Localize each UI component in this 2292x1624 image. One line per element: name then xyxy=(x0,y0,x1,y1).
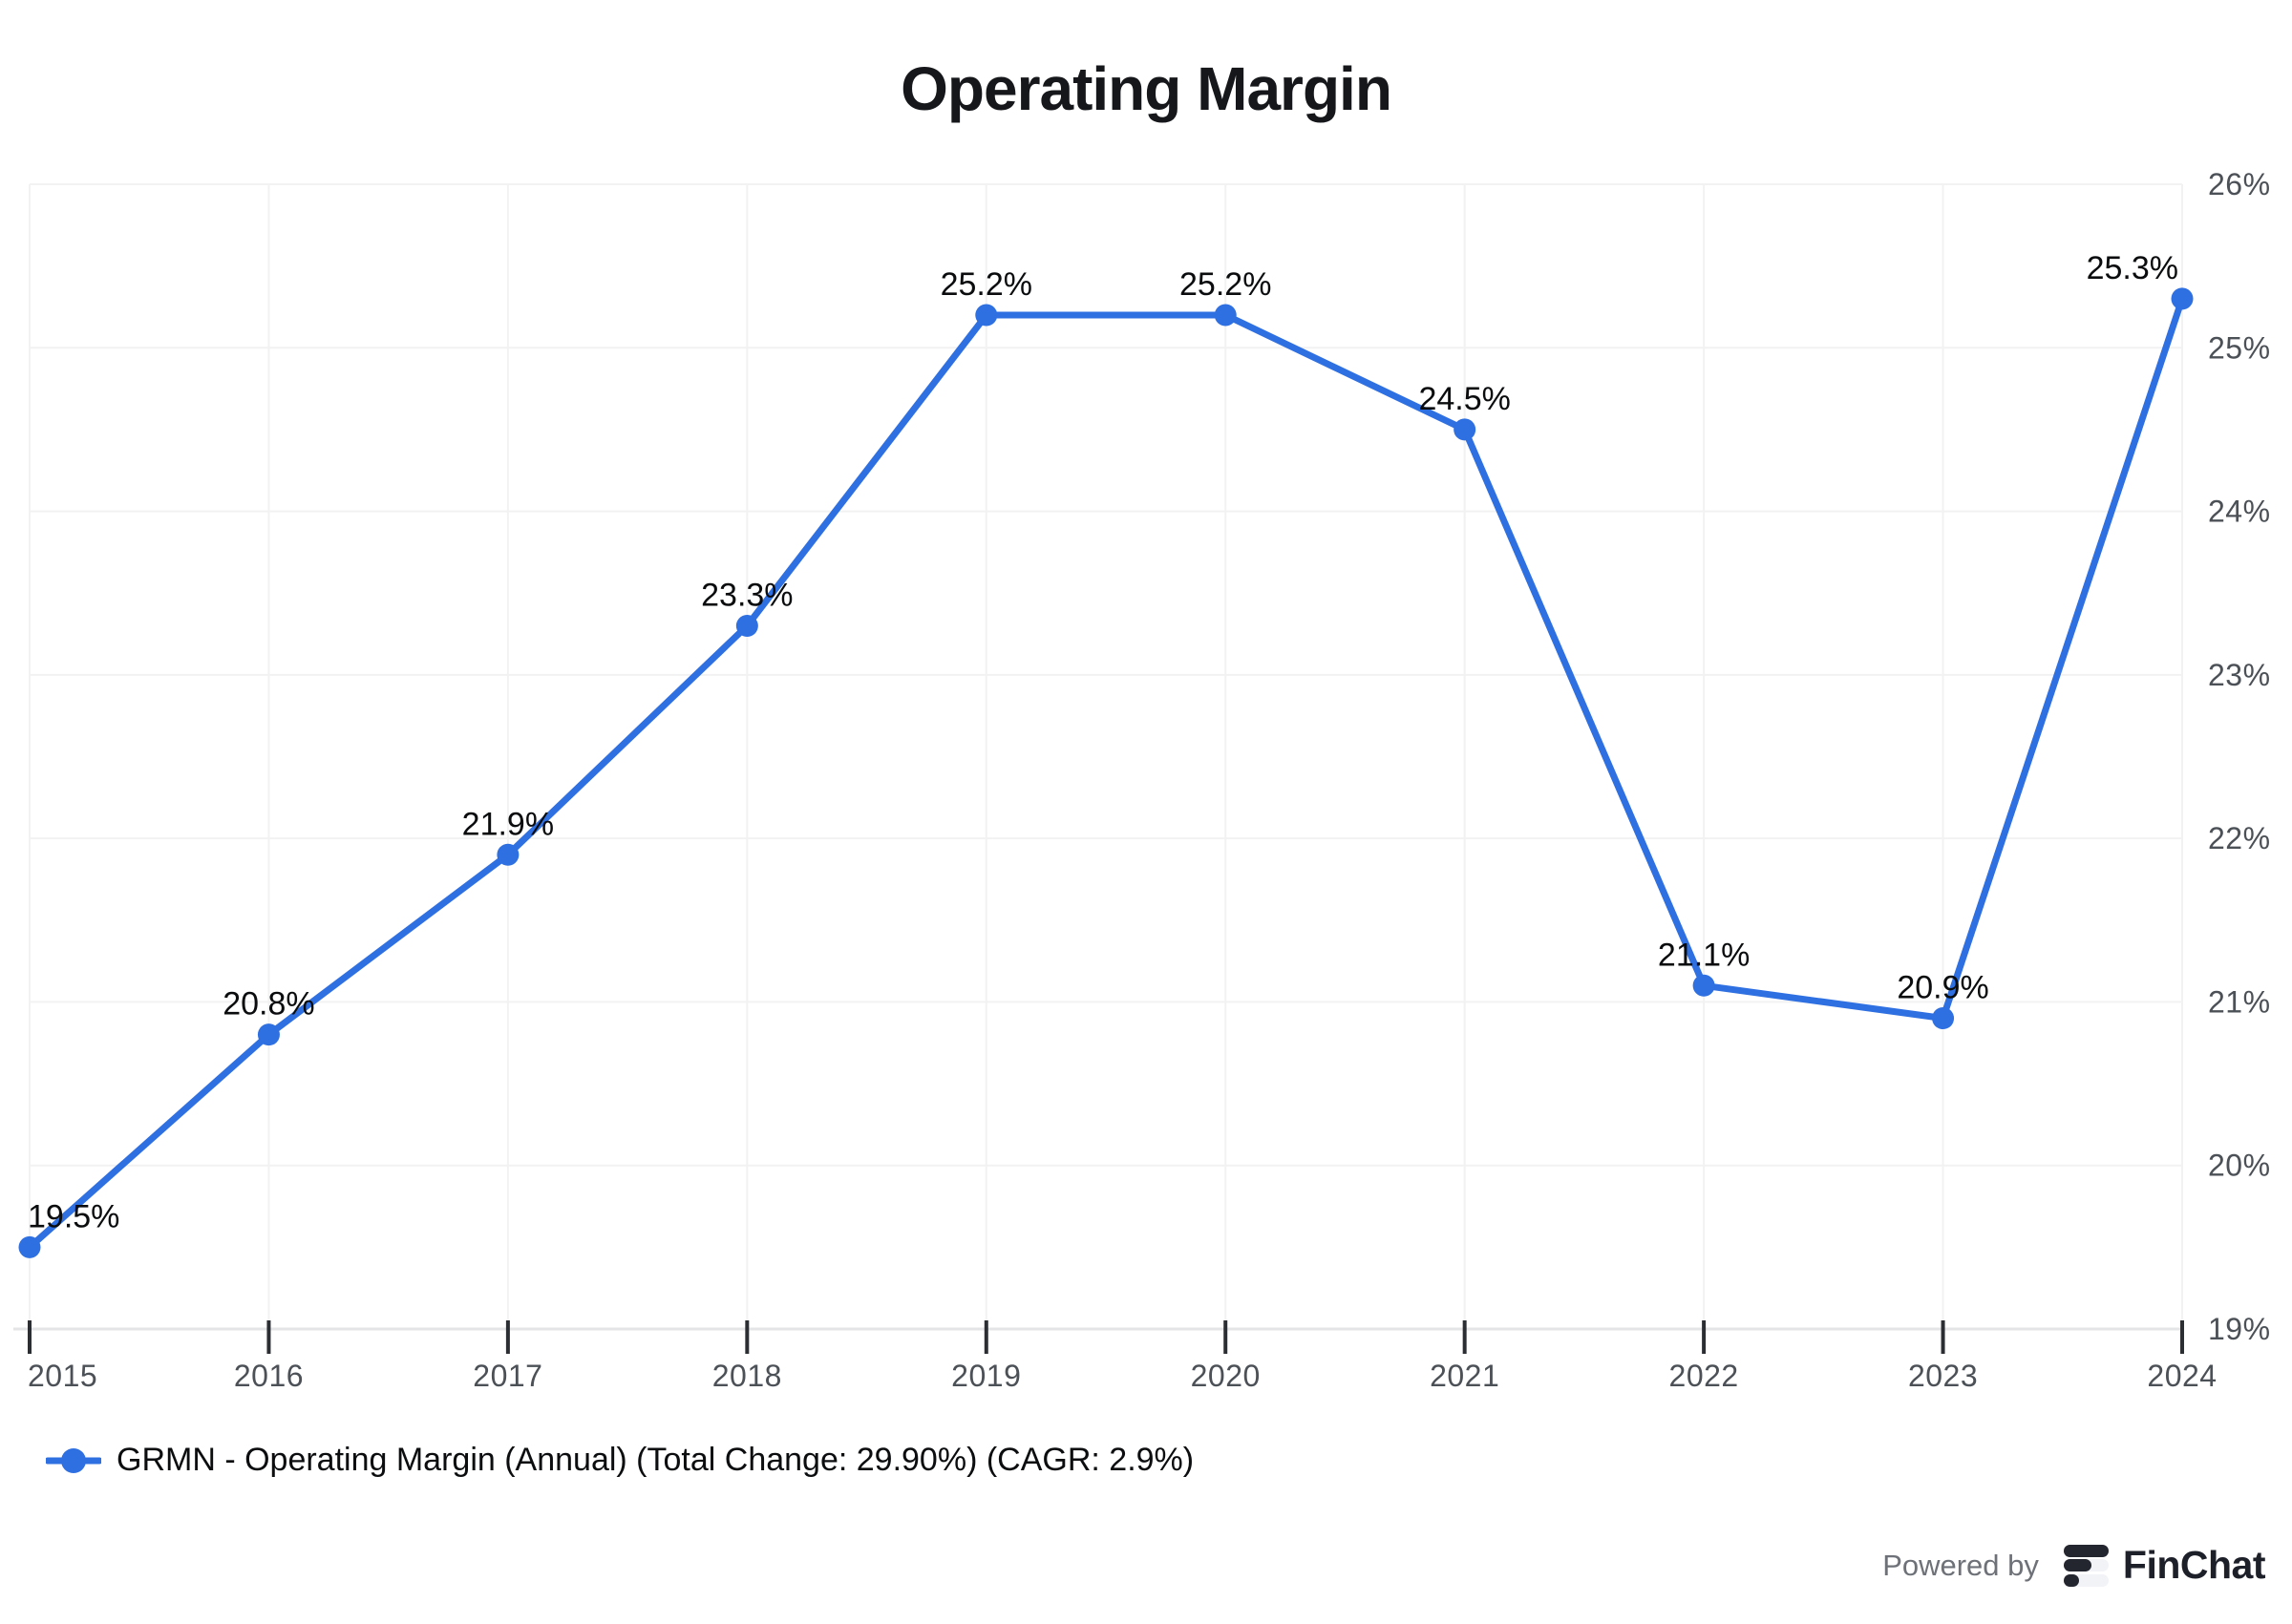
data-point-label: 20.8% xyxy=(223,986,314,1023)
data-point[interactable] xyxy=(18,1235,41,1258)
y-tick-label: 21% xyxy=(2208,984,2271,1019)
x-tick-label: 2021 xyxy=(1430,1359,1499,1393)
legend-label: GRMN - Operating Margin (Annual) (Total … xyxy=(117,1442,1195,1478)
data-point[interactable] xyxy=(975,304,998,327)
data-point-label: 21.1% xyxy=(1658,937,1750,973)
y-tick-label: 24% xyxy=(2208,495,2271,529)
legend-item[interactable]: GRMN - Operating Margin (Annual) (Total … xyxy=(46,1442,1194,1479)
data-point-label: 23.3% xyxy=(701,577,793,613)
data-point-label: 25.2% xyxy=(1179,266,1271,303)
y-tick-label: 19% xyxy=(2208,1312,2271,1346)
data-point-label: 20.9% xyxy=(1897,970,1988,1006)
data-point[interactable] xyxy=(735,614,758,637)
data-point[interactable] xyxy=(497,843,520,866)
data-point[interactable] xyxy=(1454,418,1476,441)
x-tick-label: 2016 xyxy=(234,1359,304,1393)
y-tick-label: 26% xyxy=(2208,167,2271,201)
x-tick-label: 2015 xyxy=(28,1359,97,1393)
finchat-brand-text: FinChat xyxy=(2122,1543,2266,1587)
x-tick-label: 2023 xyxy=(1908,1359,1978,1393)
legend-series-marker-icon xyxy=(46,1447,101,1473)
data-point-label: 25.2% xyxy=(941,266,1032,303)
data-point[interactable] xyxy=(1692,974,1715,997)
finchat-logo-icon xyxy=(2063,1544,2109,1587)
x-tick-label: 2020 xyxy=(1191,1359,1261,1393)
y-tick-label: 22% xyxy=(2208,821,2271,855)
y-tick-label: 23% xyxy=(2208,658,2271,692)
y-tick-label: 25% xyxy=(2208,330,2271,365)
data-point-label: 25.3% xyxy=(2087,250,2178,286)
powered-by-text: Powered by xyxy=(1882,1548,2039,1582)
x-tick-label: 2017 xyxy=(473,1359,542,1393)
powered-by-finchat[interactable]: Powered by FinChat xyxy=(1882,1543,2265,1588)
data-point-label: 19.5% xyxy=(28,1198,119,1234)
data-point[interactable] xyxy=(1214,304,1237,327)
data-point[interactable] xyxy=(257,1023,280,1046)
x-tick-label: 2024 xyxy=(2147,1359,2217,1393)
data-point-label: 24.5% xyxy=(1418,381,1510,417)
data-point[interactable] xyxy=(1932,1007,1955,1030)
data-point[interactable] xyxy=(2171,287,2194,310)
series-line xyxy=(26,295,2186,1251)
x-tick-label: 2018 xyxy=(712,1359,782,1393)
x-tick-label: 2022 xyxy=(1669,1359,1739,1393)
chart-title: Operating Margin xyxy=(901,54,1392,123)
x-tick-label: 2019 xyxy=(951,1359,1021,1393)
y-tick-label: 20% xyxy=(2208,1149,2271,1183)
data-point-label: 21.9% xyxy=(462,806,554,842)
